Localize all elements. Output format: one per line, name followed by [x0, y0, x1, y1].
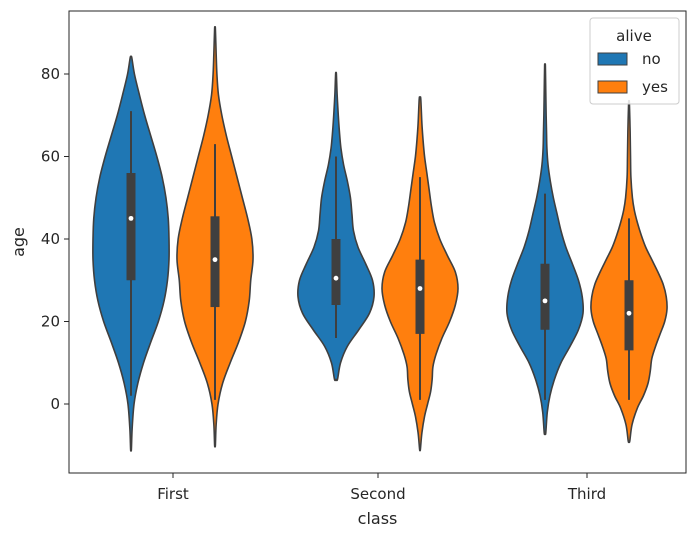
legend: alive no yes — [589, 17, 680, 105]
legend-swatch-no — [597, 52, 628, 66]
y-tick-label: 40 — [41, 230, 60, 248]
y-tick-label: 20 — [41, 313, 60, 331]
legend-swatch-yes — [597, 80, 628, 94]
y-tick-label: 0 — [50, 395, 60, 413]
x-tick-label: First — [157, 485, 189, 503]
violin-no-second-median — [333, 275, 339, 281]
x-tick-label: Third — [567, 485, 606, 503]
violin-no-third-iqr-box — [540, 263, 550, 330]
y-tick-label: 80 — [41, 65, 60, 83]
y-axis-label: age — [9, 227, 28, 257]
legend-label-yes: yes — [642, 78, 668, 96]
violin-yes-third-median — [626, 310, 632, 316]
violin-no-first-median — [128, 215, 134, 221]
y-axis: 0 20 40 60 80 — [41, 65, 69, 413]
violins-layer — [92, 26, 668, 452]
y-tick-label: 60 — [41, 148, 60, 166]
violin-no-second-iqr-box — [331, 239, 341, 305]
violin-yes-second-median — [417, 286, 423, 291]
legend-title: alive — [616, 27, 652, 45]
x-axis: First Second Third — [157, 473, 606, 503]
violin-no-first-iqr-box — [126, 173, 136, 281]
violin-yes-first-median — [212, 257, 218, 263]
plot-area — [68, 10, 687, 474]
violin-no-third-median — [542, 298, 548, 304]
legend-label-no: no — [642, 50, 661, 68]
x-tick-label: Second — [350, 485, 405, 503]
x-axis-label: class — [358, 509, 398, 528]
violin-yes-second-iqr-box — [415, 259, 425, 334]
